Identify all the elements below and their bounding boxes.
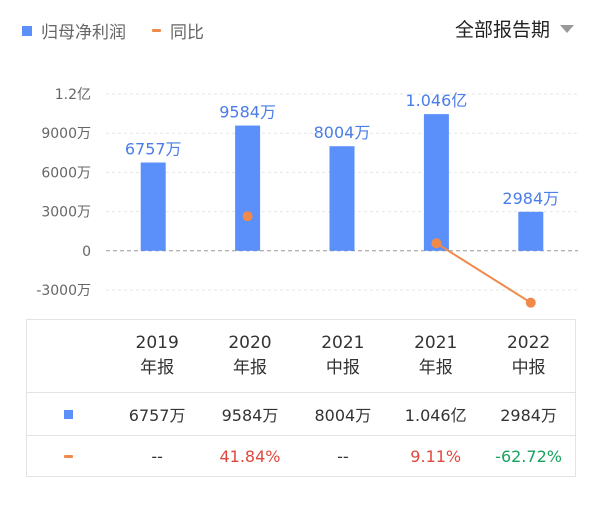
legend-bar-swatch — [22, 25, 32, 36]
legend-item-profit[interactable]: 归母净利润 — [22, 18, 126, 43]
table-row-marker — [27, 393, 111, 435]
header-report-type: 年报 — [232, 358, 267, 378]
period-selector[interactable]: 全部报告期 — [455, 15, 574, 42]
bar — [329, 146, 355, 251]
chart-legend: 归母净利润 同比 — [22, 18, 230, 43]
chevron-down-icon — [560, 24, 574, 33]
header-report-type: 年报 — [140, 358, 175, 378]
table-cell-yoy: -62.72% — [495, 447, 562, 466]
table-cell-yoy: 41.84% — [219, 447, 281, 466]
period-selector-label: 全部报告期 — [454, 19, 550, 41]
table-header-cell: 2021 中报 — [296, 320, 389, 392]
table-cell-profit: 9584万 — [221, 406, 279, 425]
bar-data-label: 8004万 — [314, 123, 371, 142]
legend-label-yoy: 同比 — [170, 23, 204, 43]
table-header-cell: 2021 年报 — [389, 320, 482, 392]
table-cell-yoy: 9.11% — [410, 447, 462, 466]
data-table: 2019 年报 2020 年报 2021 中报 2021 年报 2022 中报 6757万 9584… — [26, 319, 576, 477]
table-cell-profit: 8004万 — [314, 406, 372, 425]
legend-line-swatch — [152, 29, 161, 32]
yoy-point — [431, 238, 442, 249]
yoy-point — [242, 211, 253, 222]
table-cell-profit: 6757万 — [128, 406, 186, 425]
y-tick-label: 6000万 — [41, 165, 91, 181]
table-header-blank — [27, 320, 111, 392]
table-row-yoy: -- 41.84% -- 9.11% -62.72% — [27, 436, 575, 477]
bar-line-chart: 1.2亿 9000万 6000万 3000万 0 -3000万 6757万 9584万 8004… — [36, 87, 578, 308]
y-tick-label: 9000万 — [41, 126, 91, 142]
bar-data-label: 6757万 — [125, 140, 182, 159]
table-row-profit: 6757万 9584万 8004万 1.046亿 2984万 — [27, 393, 575, 436]
yoy-line-icon — [64, 455, 74, 458]
y-tick-label: 0 — [82, 244, 91, 260]
table-header-cell: 2020 年报 — [204, 320, 297, 392]
header-year: 2021 — [414, 333, 458, 353]
header-report-type: 年报 — [418, 358, 453, 378]
yoy-line-segment — [435, 242, 532, 304]
header-year: 2022 — [506, 333, 551, 353]
table-header-cell: 2022 中报 — [482, 320, 575, 392]
bar — [518, 211, 544, 251]
header-report-type: 中报 — [325, 358, 360, 378]
table-cell-profit: 1.046亿 — [404, 406, 467, 425]
header-year: 2019 — [135, 333, 179, 353]
y-tick-label: -3000万 — [36, 283, 91, 299]
table-header-cell: 2019 年报 — [111, 320, 204, 392]
bar-data-label: 9584万 — [219, 103, 276, 122]
y-tick-label: 3000万 — [41, 205, 91, 221]
header-year: 2021 — [321, 333, 365, 353]
header-year: 2020 — [228, 333, 272, 353]
legend-label-profit: 归母净利润 — [41, 23, 126, 43]
table-cell-yoy: -- — [151, 447, 163, 466]
y-tick-label: 1.2亿 — [55, 87, 91, 103]
table-header-row: 2019 年报 2020 年报 2021 中报 2021 年报 2022 中报 — [27, 320, 575, 393]
table-cell-yoy: -- — [337, 447, 349, 466]
profit-square-icon — [64, 409, 74, 419]
bar — [140, 162, 166, 251]
bar-data-label: 1.046亿 — [405, 91, 467, 110]
legend-item-yoy[interactable]: 同比 — [152, 18, 204, 43]
bar-data-label: 2984万 — [502, 189, 559, 208]
bar — [423, 114, 449, 251]
header-report-type: 中报 — [511, 358, 546, 378]
table-row-marker — [27, 436, 111, 477]
yoy-point — [525, 297, 536, 308]
bar — [235, 125, 261, 251]
table-cell-profit: 2984万 — [500, 406, 557, 425]
